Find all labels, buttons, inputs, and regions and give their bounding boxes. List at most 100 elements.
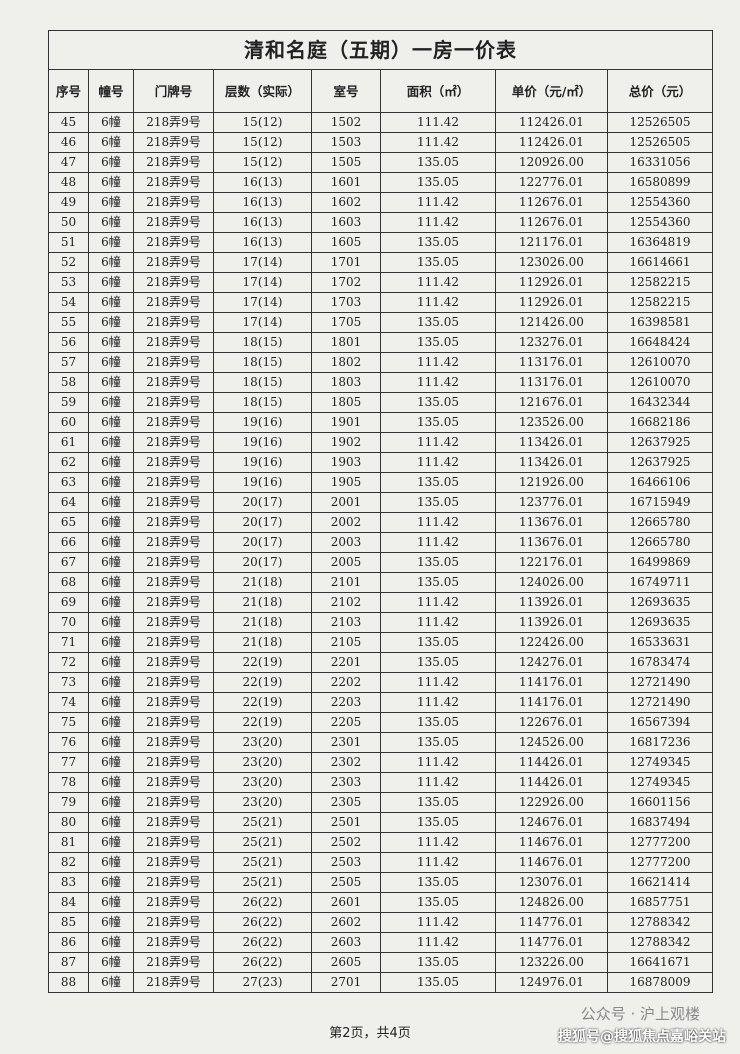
table-cell: 218弄9号 bbox=[133, 452, 214, 473]
table-cell: 112676.01 bbox=[495, 192, 608, 213]
table-cell: 81 bbox=[48, 832, 89, 853]
table-row: 79 6幢 218弄9号 23(20) 2305 135.05 122926.00 16601… bbox=[48, 792, 713, 813]
table-cell: 16601156 bbox=[607, 792, 713, 813]
table-cell: 19(16) bbox=[213, 432, 312, 453]
table-cell: 2203 bbox=[311, 692, 381, 713]
table-cell: 218弄9号 bbox=[133, 272, 214, 293]
table-cell: 135.05 bbox=[380, 812, 496, 833]
table-cell: 218弄9号 bbox=[133, 292, 214, 313]
table-cell: 12526505 bbox=[607, 112, 713, 133]
table-cell: 26(22) bbox=[213, 932, 312, 953]
table-cell: 2303 bbox=[311, 772, 381, 793]
table-cell: 12693635 bbox=[607, 592, 713, 613]
table-cell: 6幢 bbox=[88, 732, 134, 753]
table-cell: 20(17) bbox=[213, 492, 312, 513]
table-cell: 1503 bbox=[311, 132, 381, 153]
table-row: 49 6幢 218弄9号 16(13) 1602 111.42 112676.01 12554… bbox=[48, 192, 713, 213]
table-cell: 15(12) bbox=[213, 132, 312, 153]
table-cell: 111.42 bbox=[380, 912, 496, 933]
table-row: 66 6幢 218弄9号 20(17) 2003 111.42 113676.01 12665… bbox=[48, 532, 713, 553]
table-row: 53 6幢 218弄9号 17(14) 1702 111.42 112926.01 12582… bbox=[48, 272, 713, 293]
table-cell: 124676.01 bbox=[495, 812, 608, 833]
table-cell: 77 bbox=[48, 752, 89, 773]
table-cell: 111.42 bbox=[380, 292, 496, 313]
table-cell: 112676.01 bbox=[495, 212, 608, 233]
table-cell: 6幢 bbox=[88, 372, 134, 393]
table-cell: 218弄9号 bbox=[133, 912, 214, 933]
table-cell: 2201 bbox=[311, 652, 381, 673]
table-cell: 218弄9号 bbox=[133, 972, 214, 993]
table-row: 67 6幢 218弄9号 20(17) 2005 135.05 122176.01 16499… bbox=[48, 552, 713, 573]
table-row: 52 6幢 218弄9号 17(14) 1701 135.05 123026.00 16614… bbox=[48, 252, 713, 273]
table-row: 86 6幢 218弄9号 26(22) 2603 111.42 114776.01 12788… bbox=[48, 932, 713, 953]
table-cell: 16648424 bbox=[607, 332, 713, 353]
table-row: 57 6幢 218弄9号 18(15) 1802 111.42 113176.01 12610… bbox=[48, 352, 713, 373]
table-row: 65 6幢 218弄9号 20(17) 2002 111.42 113676.01 12665… bbox=[48, 512, 713, 533]
table-cell: 6幢 bbox=[88, 412, 134, 433]
table-row: 59 6幢 218弄9号 18(15) 1805 135.05 121676.01 16432… bbox=[48, 392, 713, 413]
table-cell: 113926.01 bbox=[495, 592, 608, 613]
table-cell: 6幢 bbox=[88, 292, 134, 313]
column-header: 幢号 bbox=[88, 69, 134, 113]
table-cell: 2302 bbox=[311, 752, 381, 773]
table-cell: 12637925 bbox=[607, 452, 713, 473]
table-cell: 6幢 bbox=[88, 532, 134, 553]
table-cell: 6幢 bbox=[88, 952, 134, 973]
table-row: 71 6幢 218弄9号 21(18) 2105 135.05 122426.00 16533… bbox=[48, 632, 713, 653]
table-cell: 2605 bbox=[311, 952, 381, 973]
table-cell: 218弄9号 bbox=[133, 812, 214, 833]
table-row: 69 6幢 218弄9号 21(18) 2102 111.42 113926.01 12693… bbox=[48, 592, 713, 613]
table-cell: 111.42 bbox=[380, 512, 496, 533]
table-cell: 12554360 bbox=[607, 192, 713, 213]
table-cell: 113426.01 bbox=[495, 432, 608, 453]
table-cell: 12788342 bbox=[607, 912, 713, 933]
table-cell: 218弄9号 bbox=[133, 412, 214, 433]
table-cell: 6幢 bbox=[88, 132, 134, 153]
table-cell: 6幢 bbox=[88, 592, 134, 613]
table-cell: 135.05 bbox=[380, 712, 496, 733]
table-cell: 16364819 bbox=[607, 232, 713, 253]
table-cell: 23(20) bbox=[213, 772, 312, 793]
table-cell: 2005 bbox=[311, 552, 381, 573]
table-cell: 218弄9号 bbox=[133, 512, 214, 533]
table-cell: 67 bbox=[48, 552, 89, 573]
table-row: 48 6幢 218弄9号 16(13) 1601 135.05 122776.01 16580… bbox=[48, 172, 713, 193]
table-cell: 16(13) bbox=[213, 172, 312, 193]
table-cell: 135.05 bbox=[380, 652, 496, 673]
table-cell: 1605 bbox=[311, 232, 381, 253]
table-cell: 6幢 bbox=[88, 272, 134, 293]
column-header: 总价（元） bbox=[607, 69, 713, 113]
table-cell: 12637925 bbox=[607, 432, 713, 453]
table-cell: 1505 bbox=[311, 152, 381, 173]
table-cell: 1702 bbox=[311, 272, 381, 293]
table-cell: 135.05 bbox=[380, 252, 496, 273]
table-cell: 1705 bbox=[311, 312, 381, 333]
table-cell: 22(19) bbox=[213, 692, 312, 713]
table-row: 72 6幢 218弄9号 22(19) 2201 135.05 124276.01 16783… bbox=[48, 652, 713, 673]
table-cell: 218弄9号 bbox=[133, 712, 214, 733]
table-cell: 22(19) bbox=[213, 672, 312, 693]
table-cell: 218弄9号 bbox=[133, 192, 214, 213]
table-cell: 123276.01 bbox=[495, 332, 608, 353]
table-cell: 111.42 bbox=[380, 692, 496, 713]
table-cell: 15(12) bbox=[213, 152, 312, 173]
table-cell: 135.05 bbox=[380, 632, 496, 653]
table-cell: 123026.00 bbox=[495, 252, 608, 273]
table-cell: 16783474 bbox=[607, 652, 713, 673]
table-row: 81 6幢 218弄9号 25(21) 2502 111.42 114676.01 12777… bbox=[48, 832, 713, 853]
table-cell: 23(20) bbox=[213, 732, 312, 753]
table-cell: 6幢 bbox=[88, 652, 134, 673]
table-cell: 18(15) bbox=[213, 352, 312, 373]
table-cell: 111.42 bbox=[380, 592, 496, 613]
table-cell: 16432344 bbox=[607, 392, 713, 413]
table-cell: 6幢 bbox=[88, 212, 134, 233]
table-cell: 218弄9号 bbox=[133, 372, 214, 393]
table-cell: 114676.01 bbox=[495, 832, 608, 853]
table-cell: 16499869 bbox=[607, 552, 713, 573]
table-row: 55 6幢 218弄9号 17(14) 1705 135.05 121426.00 16398… bbox=[48, 312, 713, 333]
table-row: 63 6幢 218弄9号 19(16) 1905 135.05 121926.00 16466… bbox=[48, 472, 713, 493]
page-footer: 第2页，共4页 bbox=[329, 1026, 411, 1041]
table-cell: 54 bbox=[48, 292, 89, 313]
table-cell: 111.42 bbox=[380, 772, 496, 793]
table-cell: 20(17) bbox=[213, 532, 312, 553]
